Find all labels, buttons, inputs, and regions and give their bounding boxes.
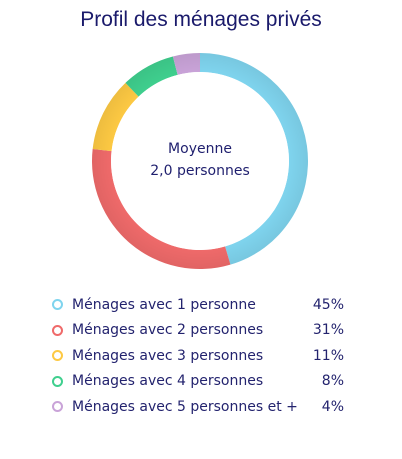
legend-label: Ménages avec 1 personne [72, 296, 256, 313]
center-label: Moyenne [168, 141, 232, 157]
center-value: 2,0 personnes [150, 163, 250, 179]
legend-marker-icon [52, 401, 63, 413]
legend-value: 4% [321, 398, 344, 415]
legend-marker-icon [52, 324, 63, 336]
legend-value: 45% [312, 296, 344, 313]
legend-label: Ménages avec 2 personnes [72, 322, 264, 339]
donut-svg [92, 53, 308, 269]
legend-value: 31% [312, 322, 344, 339]
legend-value: 8% [321, 373, 344, 390]
legend-item[interactable]: Ménages avec 2 personnes 31% [52, 318, 352, 344]
donut-hole [111, 72, 289, 250]
legend-item[interactable]: Ménages avec 3 personnes 11% [52, 343, 352, 369]
legend: Ménages avec 1 personne 45% Ménages avec 2… [52, 292, 352, 420]
legend-item[interactable]: Ménages avec 4 personnes 8% [52, 369, 352, 395]
chart-title: Profil des ménages privés [80, 8, 322, 31]
legend-item[interactable]: Ménages avec 1 personne 45% [52, 292, 352, 318]
legend-marker-icon [52, 375, 63, 387]
donut-chart: Moyenne 2,0 personnes [92, 53, 308, 269]
legend-label: Ménages avec 3 personnes [72, 347, 264, 364]
legend-label: Ménages avec 5 personnes et + [72, 398, 298, 415]
legend-label: Ménages avec 4 personnes [72, 373, 264, 390]
legend-item[interactable]: Ménages avec 5 personnes et + 4% [52, 394, 352, 420]
legend-marker-icon [52, 299, 63, 311]
legend-marker-icon [52, 350, 63, 362]
legend-value: 11% [312, 347, 344, 364]
